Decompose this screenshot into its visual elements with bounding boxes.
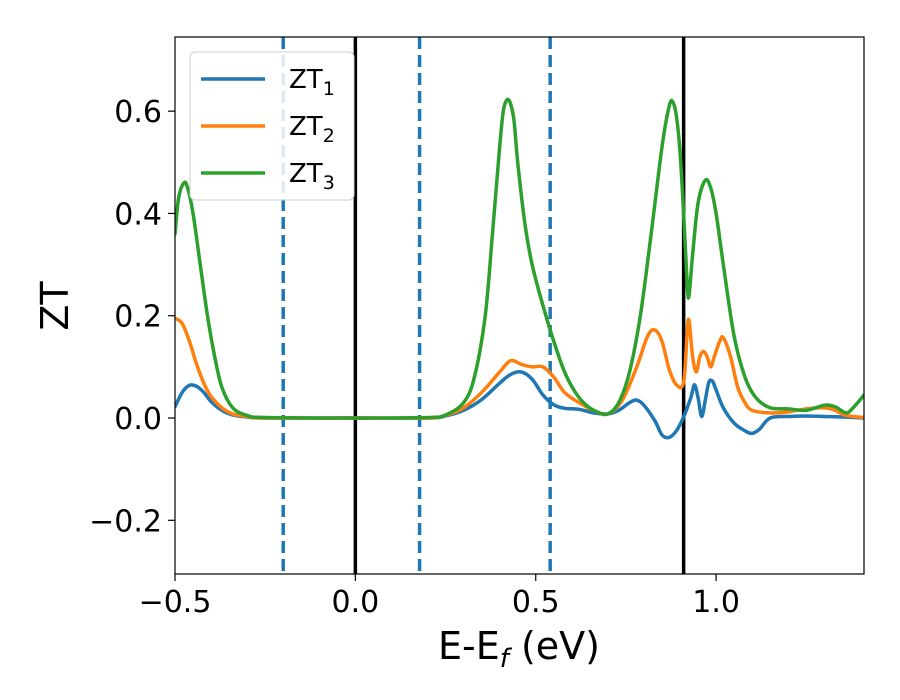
legend-box	[189, 51, 355, 201]
reference-lines	[281, 37, 686, 574]
plot-frame	[174, 36, 865, 575]
x-axis: −0.5 0.0 0.5 1.0	[139, 574, 740, 620]
x-tick-label: −0.5	[139, 585, 212, 620]
x-tick-label: 0.0	[332, 585, 380, 620]
x-axis-label: E-Ef (eV)	[438, 624, 600, 674]
legend-label-zt1: ZT1	[289, 65, 335, 100]
x-tick-label: 1.0	[692, 585, 740, 620]
series-layer	[175, 97, 864, 440]
y-tick-label: 0.4	[114, 197, 162, 232]
x-axis-label-main: E-E	[438, 624, 500, 668]
legend-label-zt2: ZT2	[289, 112, 335, 147]
series-line-zt1	[175, 370, 864, 440]
x-tick-label: 0.5	[512, 585, 560, 620]
series-line-zt3	[175, 97, 864, 420]
y-tick-label: 0.6	[114, 95, 162, 130]
y-axis: −0.2 0.0 0.2 0.4 0.6	[89, 95, 175, 539]
legend-label-zt3: ZT3	[289, 159, 335, 194]
y-tick-label: −0.2	[89, 504, 162, 539]
y-tick-label: 0.0	[114, 402, 162, 437]
legend: ZT1 ZT2 ZT3	[189, 51, 355, 201]
y-tick-label: 0.2	[114, 300, 162, 335]
y-axis-label: ZT	[33, 281, 77, 331]
x-axis-label-unit: (eV)	[509, 624, 600, 668]
